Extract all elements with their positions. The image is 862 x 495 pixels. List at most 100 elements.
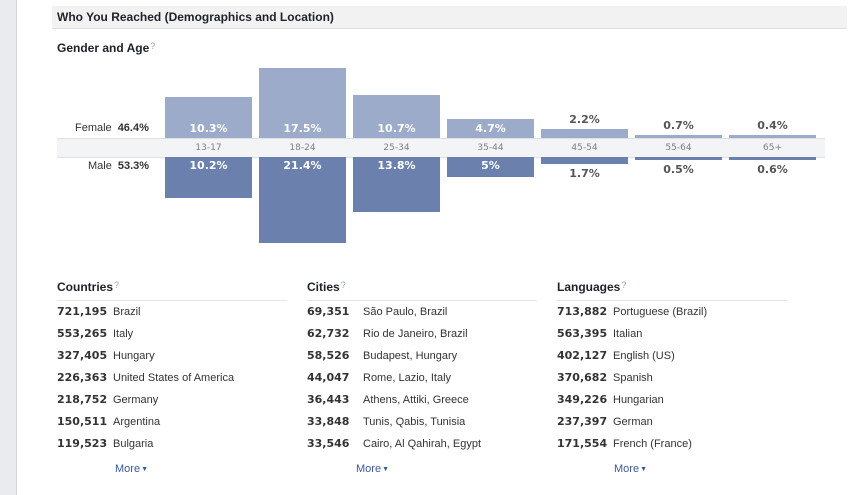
item-label: Budapest, Hungary: [363, 350, 458, 362]
list-item: 349,226 Hungarian: [557, 389, 787, 411]
item-count: 171,554: [557, 437, 608, 450]
male-value-label: 5%: [481, 159, 500, 172]
list-item: 62,732 Rio de Janeiro, Brazil: [307, 323, 537, 345]
list-item: 36,443 Athens, Attiki, Greece: [307, 389, 537, 411]
female-value-label: 0.4%: [757, 119, 788, 132]
age-tick-label: 55-64: [665, 143, 692, 153]
item-count: 36,443: [307, 393, 350, 406]
male-value-label: 21.4%: [283, 159, 322, 172]
countries-title: Countries?: [57, 280, 287, 301]
male-value-label: 0.6%: [757, 163, 788, 176]
female-bar: [729, 135, 816, 138]
female-value-label: 0.7%: [663, 119, 694, 132]
item-count: 327,405: [57, 349, 108, 362]
list-item: 33,546 Cairo, Al Qahirah, Egypt: [307, 433, 537, 455]
cities-title: Cities?: [307, 280, 537, 301]
female-value-label: 10.3%: [189, 122, 228, 135]
list-item: 563,395 Italian: [557, 323, 787, 345]
cities-more-label: More: [356, 463, 382, 475]
male-summary: Male 53.3%: [88, 160, 149, 172]
item-label: Italy: [113, 328, 134, 340]
item-count: 563,395: [557, 327, 608, 340]
list-item: 713,882 Portuguese (Brazil): [557, 301, 787, 323]
demographics-panel: Who You Reached (Demographics and Locati…: [16, 0, 862, 495]
countries-more-link[interactable]: More▼: [115, 463, 148, 475]
list-item: 58,526 Budapest, Hungary: [307, 345, 537, 367]
list-item: 171,554 French (France): [557, 433, 787, 455]
item-count: 237,397: [557, 415, 608, 428]
item-count: 69,351: [307, 305, 350, 318]
list-item: 69,351 São Paulo, Brazil: [307, 301, 537, 323]
cities-more-link[interactable]: More▼: [356, 463, 389, 475]
female-bar: [635, 135, 722, 138]
item-label: Hungarian: [613, 394, 664, 406]
female-value-label: 2.2%: [569, 113, 600, 127]
countries-title-text: Countries: [57, 280, 114, 294]
section-header: Who You Reached (Demographics and Locati…: [52, 6, 847, 29]
caret-down-icon: ▼: [640, 465, 647, 473]
female-label: Female: [75, 122, 112, 134]
help-icon[interactable]: ?: [340, 280, 346, 290]
item-label: Germany: [113, 394, 159, 406]
item-label: Athens, Attiki, Greece: [363, 394, 469, 406]
item-count: 119,523: [57, 437, 108, 450]
female-value-label: 10.7%: [377, 122, 416, 135]
male-bar: [541, 157, 628, 164]
item-label: Rome, Lazio, Italy: [363, 372, 452, 384]
male-value-label: 1.7%: [569, 166, 600, 180]
item-count: 58,526: [307, 349, 350, 362]
item-count: 402,127: [557, 349, 608, 362]
male-bar: [259, 157, 346, 243]
list-item: 226,363 United States of America: [57, 367, 287, 389]
item-label: Brazil: [113, 306, 141, 318]
help-icon[interactable]: ?: [621, 280, 627, 290]
list-item: 119,523 Bulgaria: [57, 433, 287, 455]
item-count: 218,752: [57, 393, 108, 406]
male-bar: [165, 157, 252, 198]
list-item: 44,047 Rome, Lazio, Italy: [307, 367, 537, 389]
female-bar: [165, 96, 252, 138]
female-bar: [259, 68, 346, 138]
item-count: 226,363: [57, 371, 108, 384]
item-label: Portuguese (Brazil): [613, 306, 708, 318]
item-count: 33,848: [307, 415, 350, 428]
item-label: Cairo, Al Qahirah, Egypt: [363, 438, 482, 450]
item-label: French (France): [613, 438, 692, 450]
item-label: São Paulo, Brazil: [363, 306, 448, 318]
item-count: 713,882: [557, 305, 608, 318]
female-summary: Female 46.4%: [75, 122, 149, 134]
male-label: Male: [88, 160, 112, 172]
caret-down-icon: ▼: [382, 465, 389, 473]
age-tick-label: 13-17: [195, 143, 222, 153]
list-item: 327,405 Hungary: [57, 345, 287, 367]
female-percent: 46.4%: [117, 122, 149, 134]
age-tick-label: 18-24: [289, 143, 316, 153]
languages-list: Languages? 713,882 Portuguese (Brazil) 563…: [557, 280, 787, 455]
list-item: 553,265 Italy: [57, 323, 287, 345]
list-item: 721,195 Brazil: [57, 301, 287, 323]
list-item: 402,127 English (US): [557, 345, 787, 367]
help-icon[interactable]: ?: [150, 41, 156, 51]
gender-age-title: Gender and Age?: [57, 41, 155, 55]
list-item: 370,682 Spanish: [557, 367, 787, 389]
age-tick-label: 25-34: [383, 143, 410, 153]
languages-more-link[interactable]: More▼: [614, 463, 647, 475]
item-label: Argentina: [113, 416, 161, 428]
female-bar: [353, 95, 440, 138]
caret-down-icon: ▼: [141, 465, 148, 473]
item-label: Italian: [613, 328, 643, 340]
countries-list: Countries? 721,195 Brazil 553,265 Italy 327,…: [57, 280, 287, 455]
languages-title-text: Languages: [557, 280, 621, 294]
item-label: English (US): [613, 350, 675, 362]
item-count: 721,195: [57, 305, 108, 318]
help-icon[interactable]: ?: [114, 280, 120, 290]
female-value-label: 17.5%: [283, 122, 322, 135]
male-percent: 53.3%: [117, 160, 150, 172]
male-bar: [353, 157, 440, 213]
list-item: 237,397 German: [557, 411, 787, 433]
section-title: Who You Reached (Demographics and Locati…: [57, 10, 334, 24]
cities-list: Cities? 69,351 São Paulo, Brazil 62,732 Rio…: [307, 280, 537, 455]
item-count: 553,265: [57, 327, 108, 340]
list-item: 33,848 Tunis, Qabis, Tunisia: [307, 411, 537, 433]
cities-title-text: Cities: [307, 280, 340, 294]
